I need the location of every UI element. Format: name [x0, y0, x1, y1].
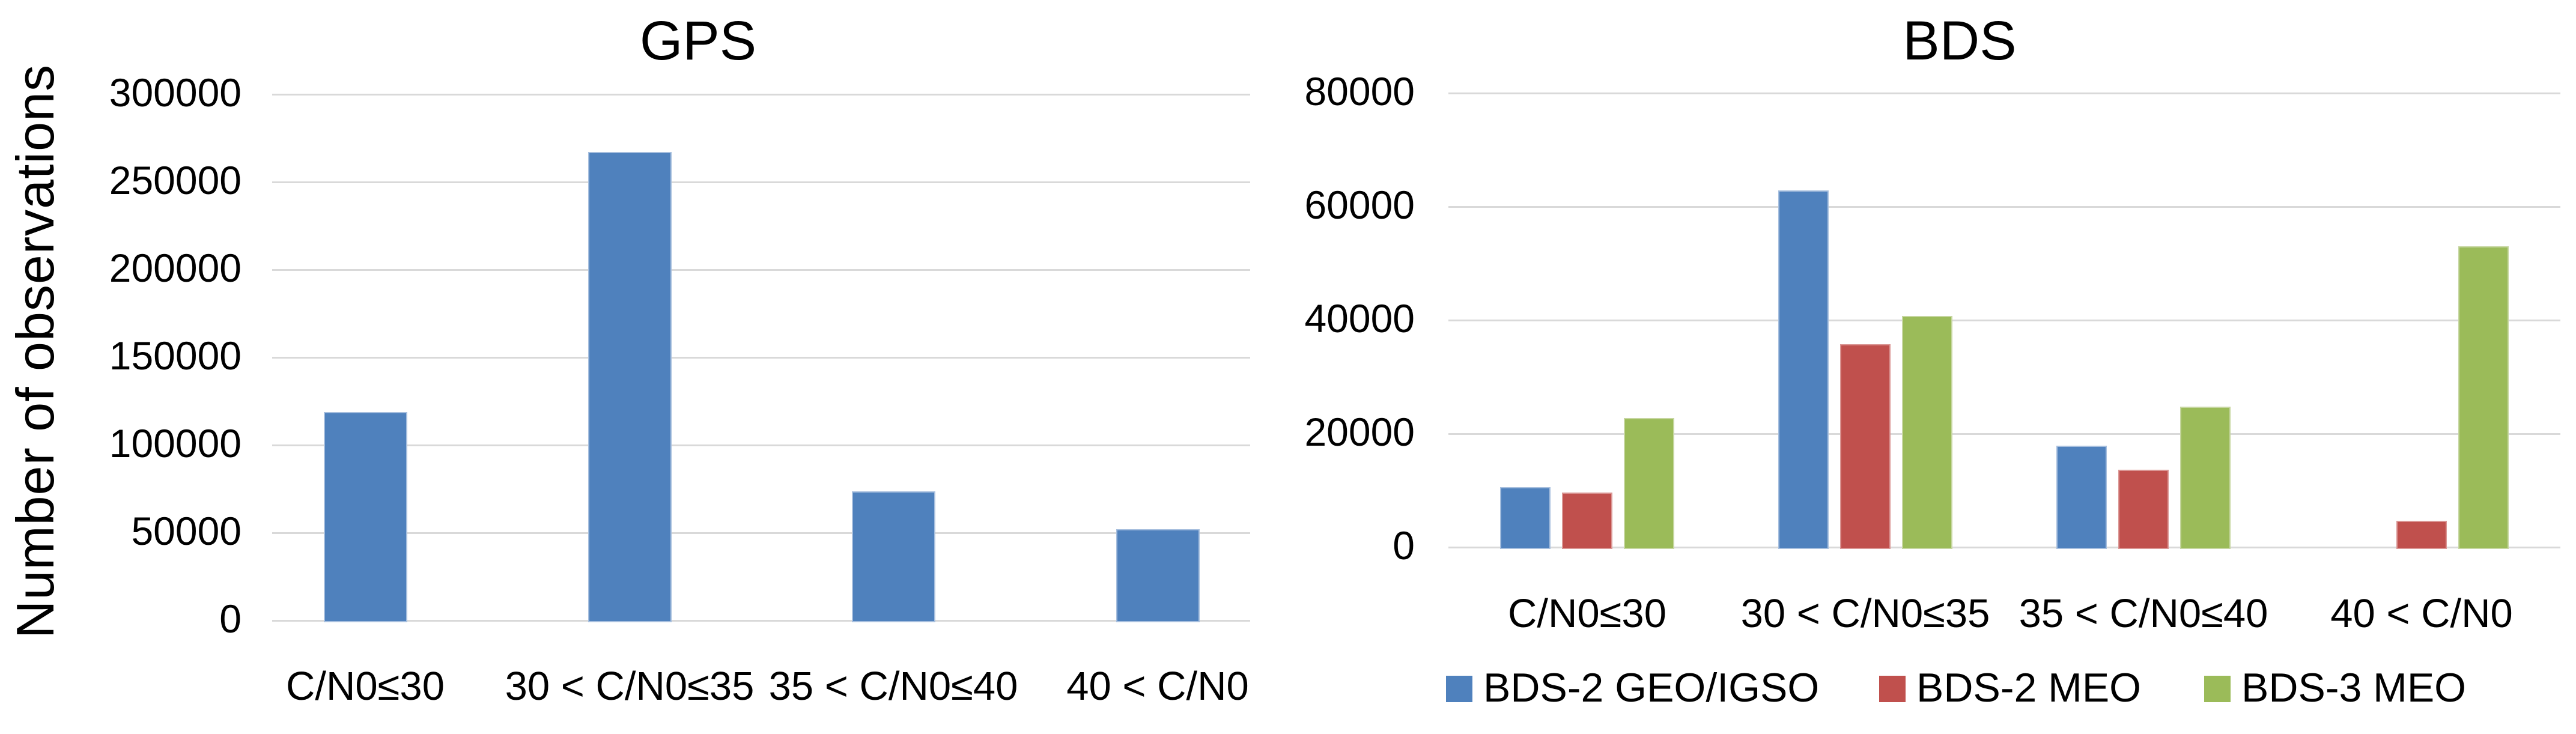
legend-swatch-2 — [1879, 676, 1906, 702]
gridline — [272, 444, 1250, 446]
x-category-label: 35 < C/N0≤40 — [2019, 591, 2268, 636]
bar-gps-cat1-s1 — [323, 411, 407, 622]
x-category-label: 30 < C/N0≤35 — [505, 664, 755, 709]
gridline — [272, 268, 1250, 271]
y-tick-label: 20000 — [1304, 409, 1415, 454]
bar-bds-cat3-s1 — [2056, 445, 2107, 549]
y-tick-label: 0 — [1393, 523, 1415, 568]
y-tick-label: 80000 — [1304, 68, 1415, 114]
bar-bds-cat2-s2 — [1840, 344, 1891, 549]
y-tick-label: 50000 — [131, 508, 242, 553]
gps-chart-title: GPS — [639, 10, 757, 71]
legend-label-2: BDS-2 MEO — [1916, 665, 2142, 711]
bar-gps-cat4-s1 — [1116, 529, 1200, 622]
gridline — [1448, 546, 2560, 548]
bds-chart-title: BDS — [1903, 10, 2017, 71]
gridline — [1448, 205, 2560, 208]
gridline — [272, 181, 1250, 183]
y-tick-label: 0 — [219, 596, 242, 641]
bar-bds-cat3-s3 — [2180, 406, 2231, 549]
x-category-label: 35 < C/N0≤40 — [768, 664, 1018, 709]
bar-gps-cat3-s1 — [851, 491, 935, 622]
legend-label-3: BDS-3 MEO — [2241, 665, 2467, 711]
y-tick-label: 60000 — [1304, 182, 1415, 227]
x-category-label: 40 < C/N0 — [1066, 664, 1249, 709]
y-tick-label: 250000 — [109, 157, 242, 202]
x-category-label: 40 < C/N0 — [2330, 591, 2513, 636]
legend-label-1: BDS-2 GEO/IGSO — [1483, 665, 1820, 711]
gridline — [272, 532, 1250, 534]
bar-bds-cat1-s1 — [1500, 487, 1551, 549]
y-tick-label: 150000 — [109, 333, 242, 378]
gridline — [1448, 92, 2560, 94]
bar-bds-cat1-s3 — [1624, 417, 1674, 549]
y-tick-label: 200000 — [109, 245, 242, 290]
x-category-label: C/N0≤30 — [1508, 591, 1666, 636]
gridline — [272, 93, 1250, 96]
bar-bds-cat1-s2 — [1562, 493, 1612, 549]
x-category-label: 30 < C/N0≤35 — [1740, 591, 1990, 636]
bar-bds-cat4-s2 — [2396, 520, 2447, 549]
y-tick-label: 100000 — [109, 420, 242, 466]
bar-bds-cat2-s1 — [1778, 190, 1829, 549]
bar-bds-cat4-s3 — [2458, 246, 2509, 549]
bar-bds-cat3-s2 — [2118, 469, 2169, 549]
gridline — [272, 619, 1250, 622]
legend-swatch-3 — [2204, 676, 2231, 702]
gridline — [272, 356, 1250, 359]
bar-bds-cat2-s3 — [1902, 316, 1952, 549]
gridline — [1448, 432, 2560, 435]
x-category-label: C/N0≤30 — [286, 664, 445, 709]
legend-swatch-1 — [1446, 676, 1472, 702]
y-tick-label: 300000 — [109, 70, 242, 115]
y-tick-label: 40000 — [1304, 296, 1415, 341]
gridline — [1448, 319, 2560, 321]
bar-gps-cat2-s1 — [588, 152, 672, 622]
